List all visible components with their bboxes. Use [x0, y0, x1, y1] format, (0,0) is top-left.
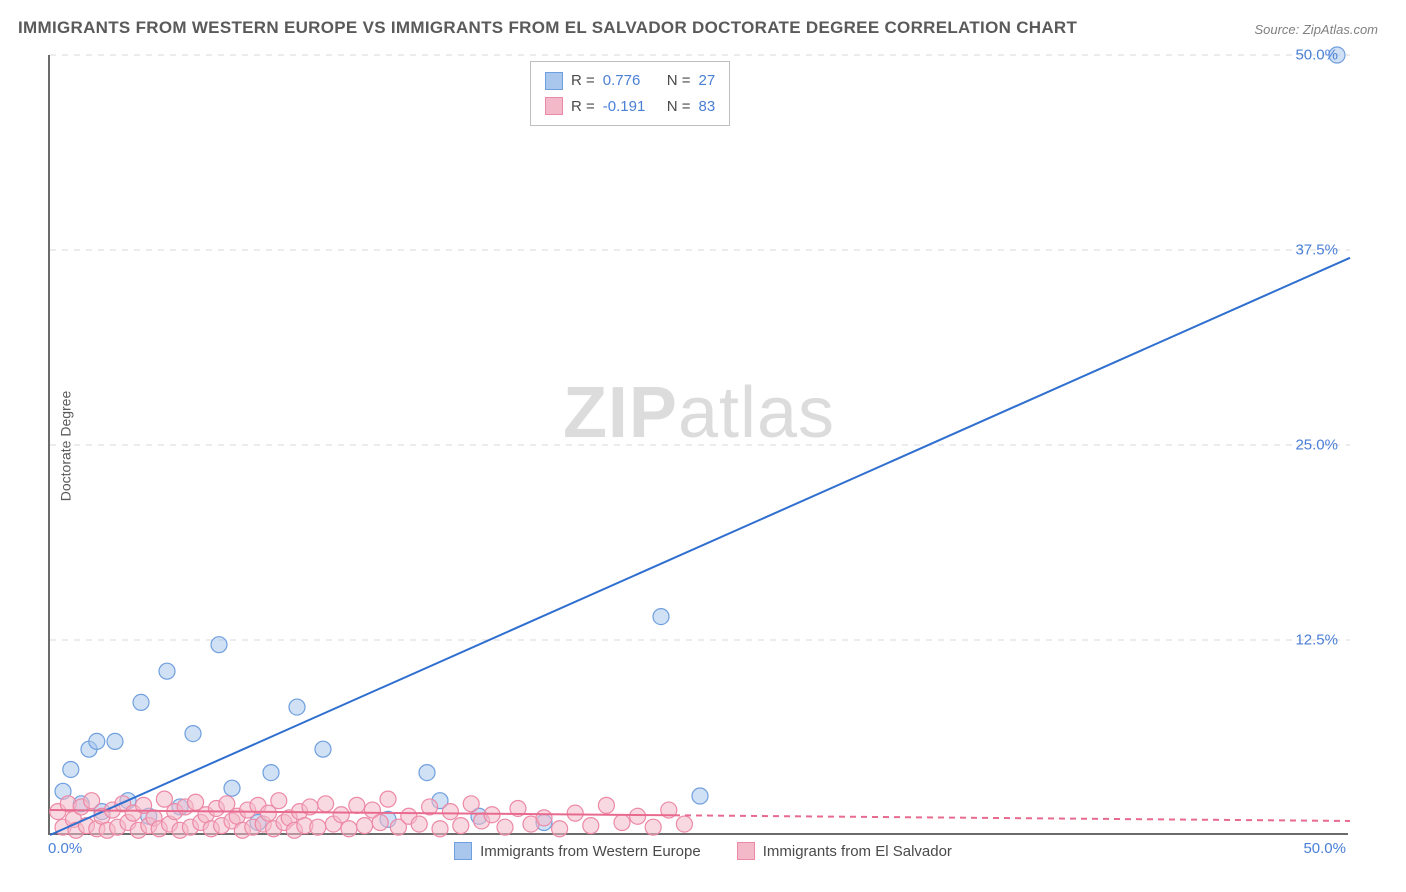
legend-item: Immigrants from Western Europe [454, 842, 701, 860]
swatch-icon [454, 842, 472, 860]
series-legend: Immigrants from Western Europe Immigrants… [0, 842, 1406, 860]
swatch-icon [545, 97, 563, 115]
n-value: 83 [699, 94, 716, 120]
source-label: Source: ZipAtlas.com [1254, 22, 1378, 37]
swatch-icon [545, 72, 563, 90]
r-value: 0.776 [603, 68, 659, 94]
plot-area: ZIPatlas R = 0.776 N = 27 R = -0.191 N =… [48, 55, 1348, 835]
legend-label: Immigrants from Western Europe [480, 843, 701, 860]
stats-row: R = -0.191 N = 83 [545, 94, 715, 120]
r-label: R = [571, 68, 595, 94]
stats-legend: R = 0.776 N = 27 R = -0.191 N = 83 [530, 61, 730, 126]
n-value: 27 [699, 68, 716, 94]
n-label: N = [667, 68, 691, 94]
swatch-icon [737, 842, 755, 860]
chart-svg [50, 55, 1348, 833]
legend-item: Immigrants from El Salvador [737, 842, 952, 860]
stats-row: R = 0.776 N = 27 [545, 68, 715, 94]
y-tick-label: 12.5% [1295, 632, 1338, 649]
r-label: R = [571, 94, 595, 120]
y-tick-label: 25.0% [1295, 437, 1338, 454]
r-value: -0.191 [603, 94, 659, 120]
chart-title: IMMIGRANTS FROM WESTERN EUROPE VS IMMIGR… [18, 18, 1077, 38]
n-label: N = [667, 94, 691, 120]
y-tick-label: 37.5% [1295, 242, 1338, 259]
y-tick-label: 50.0% [1295, 47, 1338, 64]
legend-label: Immigrants from El Salvador [763, 843, 952, 860]
